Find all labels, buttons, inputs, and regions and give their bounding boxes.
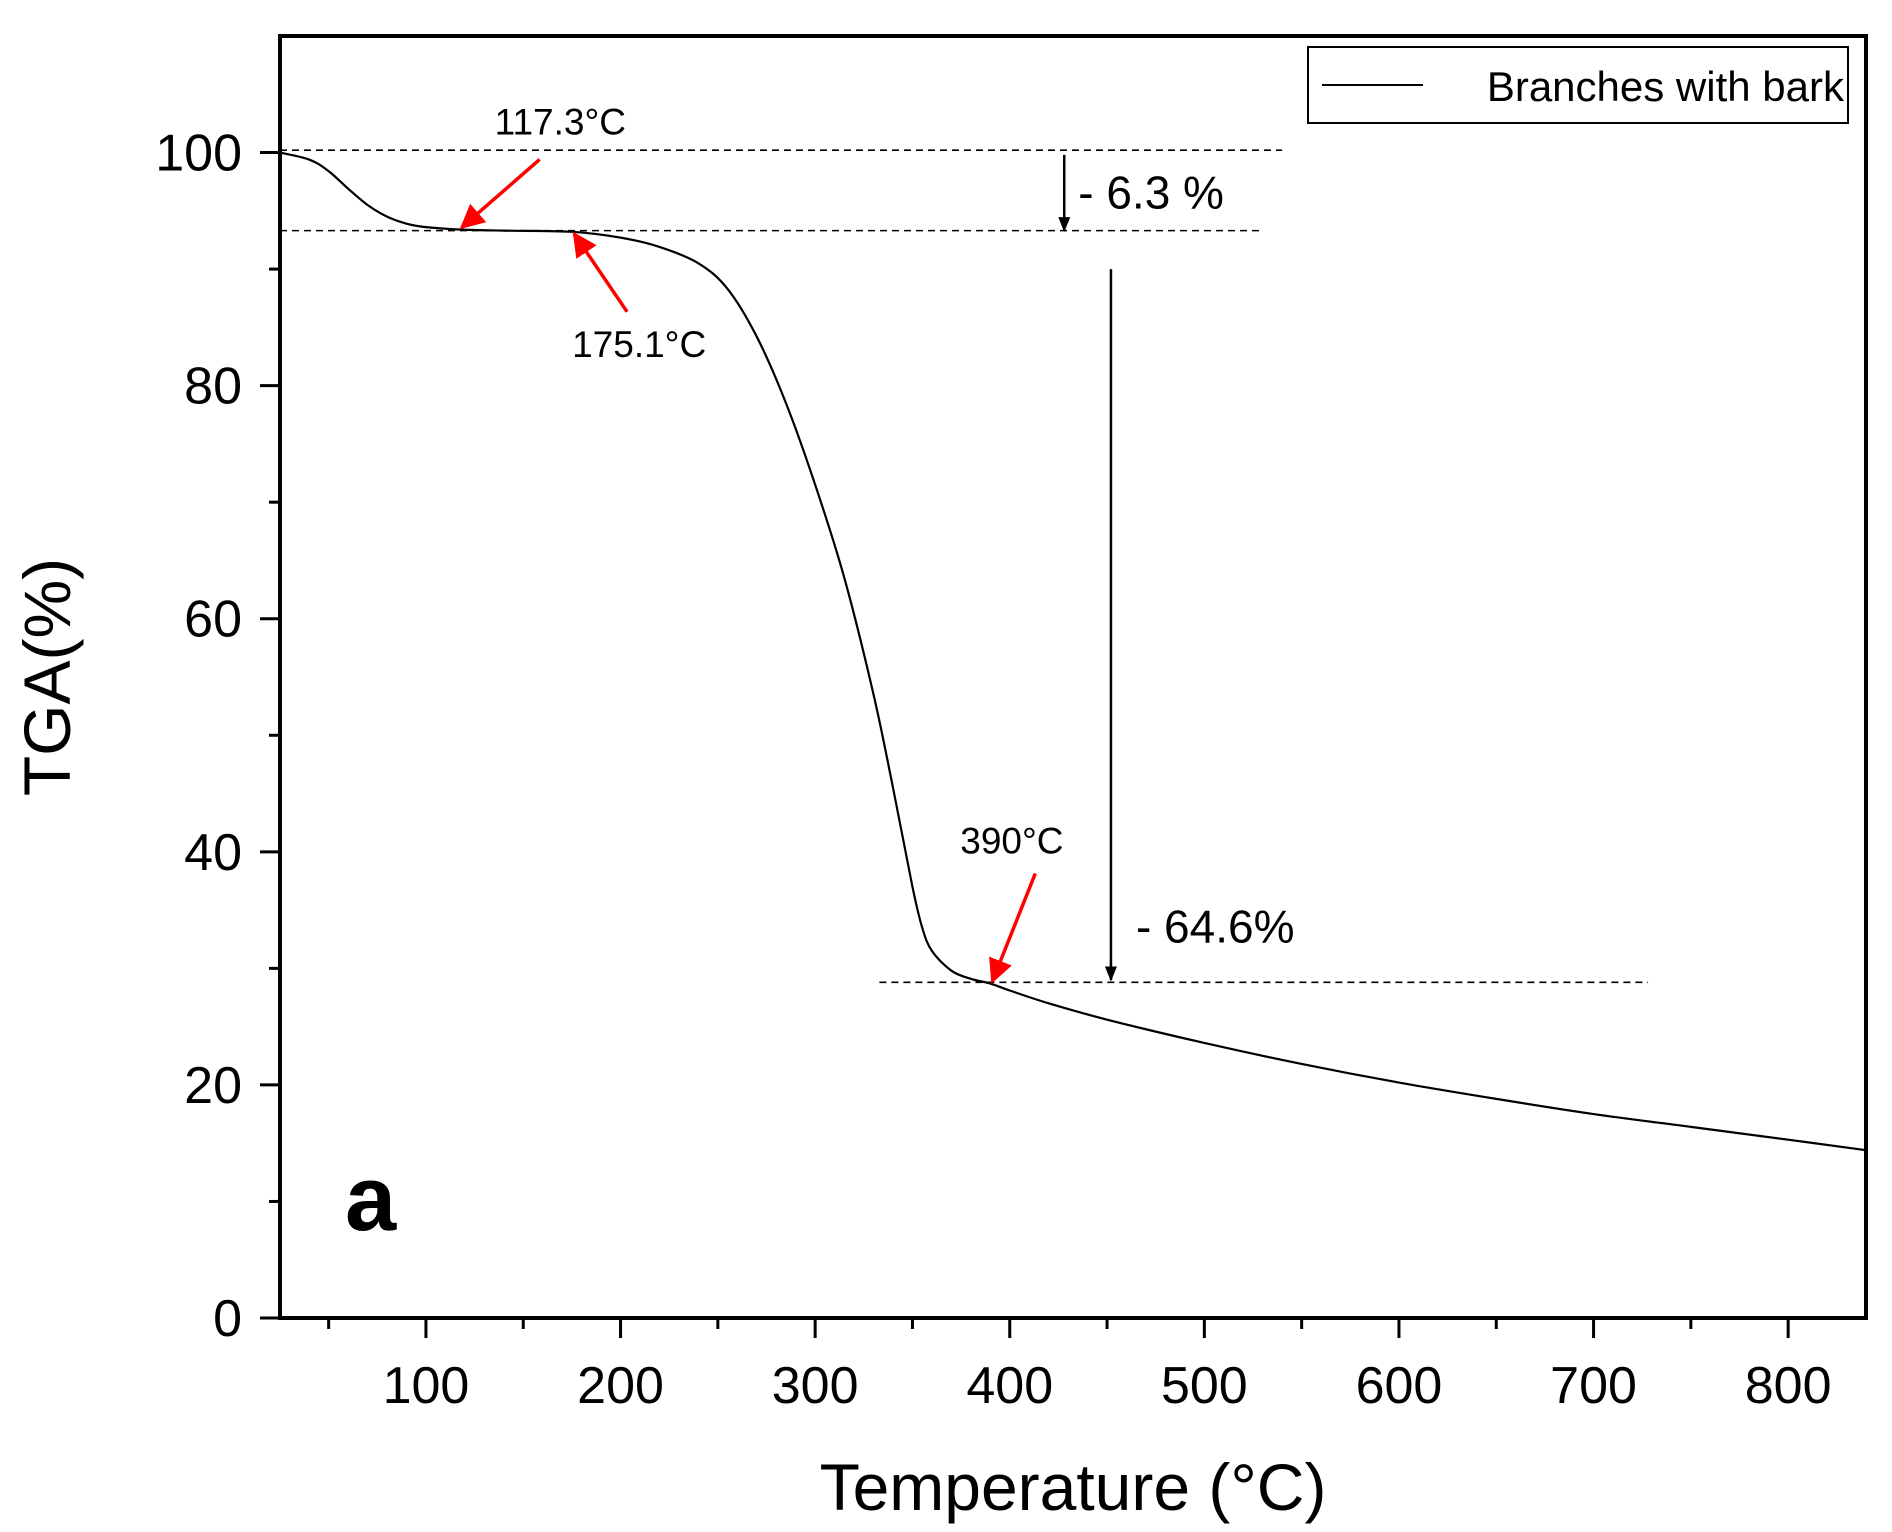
mass-loss-label: - 6.3 % xyxy=(1078,167,1224,219)
panel-label: a xyxy=(345,1148,397,1250)
annotation-arrow xyxy=(989,872,1037,984)
annotation-label: 175.1°C xyxy=(572,324,706,365)
legend-entry-branches-with-bark: Branches with bark xyxy=(1487,63,1845,110)
temperature-annotations: 117.3°C 175.1°C 390°C xyxy=(459,101,1064,984)
plot-area-frame xyxy=(278,34,1868,1320)
y-tick-label: 40 xyxy=(184,824,242,882)
y-axis-title: TGA(%) xyxy=(10,558,84,796)
y-tick-label: 60 xyxy=(184,591,242,649)
series-line-branches-with-bark xyxy=(279,151,1867,1152)
annotation-label: 390°C xyxy=(960,821,1063,862)
x-tick-label: 800 xyxy=(1745,1357,1832,1415)
x-tick-label: 100 xyxy=(383,1357,470,1415)
x-tick-label: 400 xyxy=(966,1357,1053,1415)
x-tick-label: 300 xyxy=(772,1357,859,1415)
mass-loss-label: - 64.6% xyxy=(1136,900,1295,952)
y-tick-label: 20 xyxy=(184,1057,242,1115)
x-axis-tick-labels: 100 200 300 400 500 600 700 800 xyxy=(383,1357,1832,1415)
mass-loss-annotations: - 6.3 % - 64.6% xyxy=(1058,154,1295,982)
x-tick-label: 600 xyxy=(1356,1357,1443,1415)
x-axis-ticks xyxy=(327,1318,1790,1338)
reference-lines xyxy=(280,149,1649,984)
x-tick-label: 500 xyxy=(1161,1357,1248,1415)
y-axis-ticks xyxy=(260,151,280,1320)
x-tick-label: 700 xyxy=(1550,1357,1637,1415)
annotation-arrow xyxy=(572,231,629,313)
annotation-arrow xyxy=(459,158,541,230)
x-axis-title: Temperature (°C) xyxy=(820,1450,1327,1524)
y-tick-label: 80 xyxy=(184,358,242,416)
legend: Branches with bark xyxy=(1307,46,1849,124)
y-tick-label: 100 xyxy=(155,125,242,183)
y-tick-label: 0 xyxy=(213,1290,242,1348)
y-axis-tick-labels: 0 20 40 60 80 100 xyxy=(155,125,242,1348)
x-tick-label: 200 xyxy=(577,1357,664,1415)
annotation-label: 117.3°C xyxy=(495,101,626,142)
